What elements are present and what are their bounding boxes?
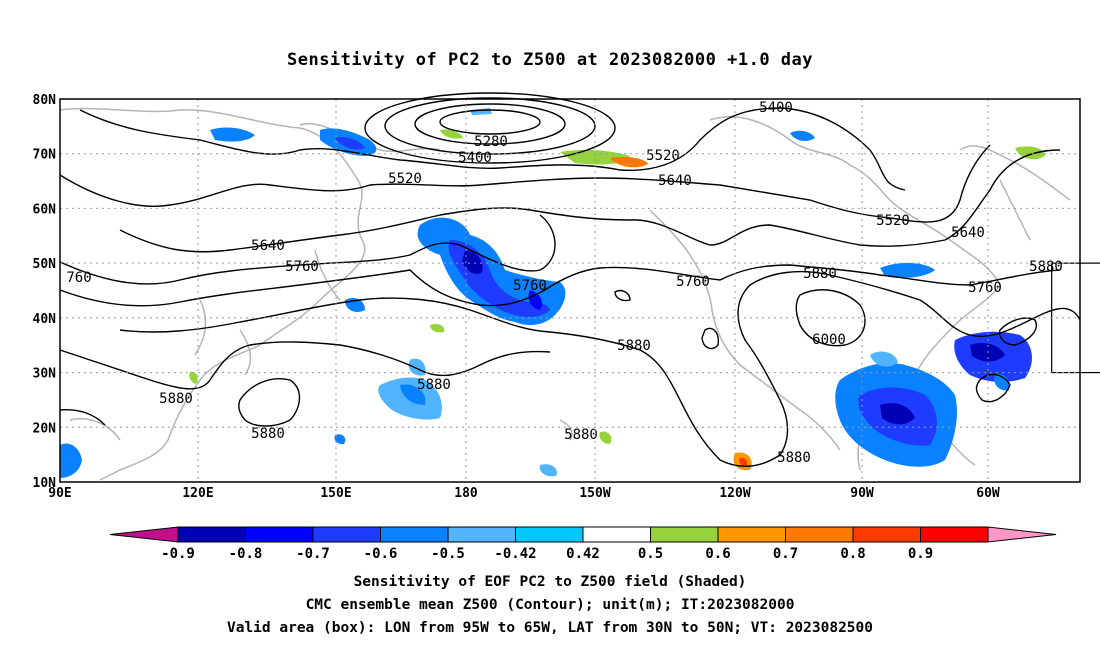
colorbar-min-arrow (109, 526, 179, 543)
contour-label: 5760 (968, 280, 1002, 296)
colorbar-tick-label: 0.6 (705, 546, 730, 562)
footer-line-contour: CMC ensemble mean Z500 (Contour); unit(m… (305, 597, 795, 613)
contour-label: 5760 (513, 278, 547, 294)
contour-labels: 5280 5400 5400 5520 5520 5520 5640 5640 … (66, 100, 1063, 466)
lat-label: 30N (33, 367, 57, 382)
footer-line-shaded: Sensitivity of EOF PC2 to Z500 field (Sh… (353, 574, 747, 590)
colorbar-segment (582, 526, 651, 543)
lon-label: 180 (454, 486, 478, 501)
lat-label: 10N (33, 476, 57, 491)
lon-label: 150E (320, 486, 351, 501)
colorbar (109, 526, 1057, 543)
lon-label: 60W (976, 486, 1000, 501)
colorbar-tick-label: -0.9 (161, 546, 195, 562)
contour-label: 5640 (251, 238, 285, 254)
lon-label: 90W (850, 486, 874, 501)
contour-label: 5880 (251, 426, 285, 442)
colorbar-tick-label: 0.9 (908, 546, 933, 562)
lat-label: 40N (33, 312, 57, 327)
colorbar-tick-label: -0.8 (229, 546, 263, 562)
colorbar-segment (920, 526, 989, 543)
colorbar-segment (717, 526, 786, 543)
contour-label: 5880 (777, 450, 811, 466)
contour-label: 5520 (646, 148, 680, 164)
colorbar-max-arrow (987, 526, 1057, 543)
contour-label-5880-east: 5880 (803, 266, 837, 282)
colorbar-segment (852, 526, 921, 543)
colorbar-tick-label: -0.5 (431, 546, 465, 562)
gridlines (60, 99, 1080, 482)
contour-label: 5640 (658, 173, 692, 189)
contour-label: 5520 (388, 171, 422, 187)
colorbar-segment (380, 526, 449, 543)
colorbar-segment (650, 526, 719, 543)
lat-label: 20N (33, 421, 57, 436)
lon-label: 120W (719, 486, 750, 501)
contour-label: 5880 (417, 377, 451, 393)
footer-line-valid-area: Valid area (box): LON from 95W to 65W, L… (226, 620, 873, 636)
lat-label: 60N (33, 202, 57, 217)
lon-label: 150W (579, 486, 610, 501)
contour-label: 5400 (759, 100, 793, 116)
longitude-labels: 90E 120E 150E 180 150W 120W 90W 60W (48, 486, 1000, 501)
lon-label: 120E (182, 486, 213, 501)
colorbar-tick-label: 0.42 (566, 546, 600, 562)
contour-label: 5880 (1029, 259, 1063, 275)
colorbar-tick-label: -0.6 (364, 546, 398, 562)
z500-contours (59, 92, 1081, 468)
latitude-labels: 80N 70N 60N 50N 40N 30N 20N 10N (33, 93, 57, 491)
colorbar-tick-label: 0.8 (840, 546, 865, 562)
contour-label: 6000 (812, 332, 846, 348)
colorbar-segment (515, 526, 584, 543)
colorbar-segment (785, 526, 854, 543)
lat-label: 70N (33, 148, 57, 163)
colorbar-tick-label: 0.7 (773, 546, 798, 562)
colorbar-segment (312, 526, 381, 543)
colorbar-tick-label: 0.5 (638, 546, 663, 562)
colorbar-tick-label: -0.7 (296, 546, 330, 562)
contour-label: 5760 (676, 274, 710, 290)
colorbar-segment (447, 526, 516, 543)
colorbar-segment (177, 526, 246, 543)
contour-label: 5400 (458, 150, 492, 166)
lon-label: 90E (48, 486, 71, 501)
contour-label: 760 (66, 270, 91, 286)
colorbar-segment (245, 526, 314, 543)
colorbar-tick-label: -0.42 (494, 546, 536, 562)
contour-label: 5640 (951, 225, 985, 241)
map-title: Sensitivity of PC2 to Z500 at 2023082000… (286, 50, 813, 70)
contour-label: 5880 (159, 391, 193, 407)
lat-label: 80N (33, 93, 57, 108)
contour-label: 5280 (474, 134, 508, 150)
colorbar-labels: -0.9 -0.8 -0.7 -0.6 -0.5 -0.42 0.42 0.5 0.6 0.7 0.… (161, 546, 933, 562)
contour-label: 5880 (564, 427, 598, 443)
contour-label: 5520 (876, 213, 910, 229)
lat-label: 50N (33, 257, 57, 272)
coastlines (59, 107, 1071, 481)
contour-label: 5880 (617, 338, 651, 354)
contour-label: 5760 (285, 259, 319, 275)
map-frame (59, 98, 1081, 483)
